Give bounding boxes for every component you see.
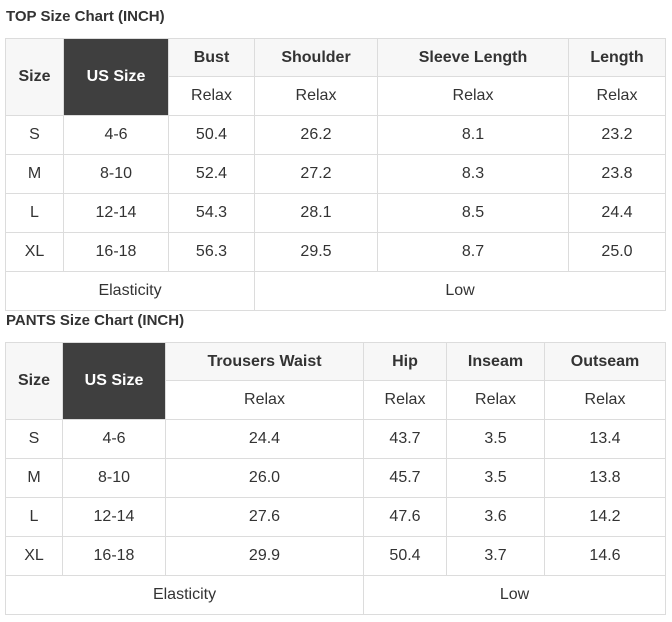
value-cell: 8.5 [377,193,569,233]
us-size-cell: 8-10 [63,154,169,194]
us-size-cell: 4-6 [63,115,169,155]
size-header: Size [5,38,64,116]
us-size-cell: 4-6 [62,419,166,459]
value-cell: 24.4 [568,193,666,233]
us-size-cell: 12-14 [63,193,169,233]
table-row: M 8-10 26.0 45.7 3.5 13.8 [5,458,666,498]
fit-label: Relax [544,380,666,420]
value-cell: 45.7 [363,458,447,498]
value-cell: 8.3 [377,154,569,194]
elasticity-value: Low [363,575,666,615]
table-row: L 12-14 54.3 28.1 8.5 24.4 [5,193,666,233]
elasticity-row: Elasticity Low [5,271,666,311]
value-cell: 13.4 [544,419,666,459]
value-cell: 3.7 [446,536,545,576]
value-cell: 54.3 [168,193,255,233]
elasticity-row: Elasticity Low [5,575,666,615]
fit-label: Relax [254,76,378,116]
value-cell: 29.5 [254,232,378,272]
value-cell: 47.6 [363,497,447,537]
value-cell: 50.4 [363,536,447,576]
fit-label: Relax [165,380,364,420]
size-cell: L [5,497,63,537]
value-cell: 26.2 [254,115,378,155]
value-cell: 43.7 [363,419,447,459]
top-size-table: Size US Size Bust Shoulder Sleeve Length… [5,38,666,311]
fit-label: Relax [363,380,447,420]
value-cell: 3.5 [446,458,545,498]
us-size-header: US Size [62,342,166,420]
us-size-cell: 16-18 [62,536,166,576]
column-header-sleeve-length: Sleeve Length [377,38,569,77]
pants-chart-title: PANTS Size Chart (INCH) [6,312,185,329]
value-cell: 8.1 [377,115,569,155]
column-header-bust: Bust [168,38,255,77]
top-chart-title: TOP Size Chart (INCH) [6,8,165,25]
column-header-length: Length [568,38,666,77]
value-cell: 50.4 [168,115,255,155]
size-cell: S [5,419,63,459]
us-size-cell: 16-18 [63,232,169,272]
column-header-inseam: Inseam [446,342,545,381]
value-cell: 14.2 [544,497,666,537]
size-cell: L [5,193,64,233]
pants-size-table: Size US Size Trousers Waist Hip Inseam O… [5,342,666,615]
table-row: S 4-6 24.4 43.7 3.5 13.4 [5,419,666,459]
value-cell: 23.8 [568,154,666,194]
column-header-outseam: Outseam [544,342,666,381]
value-cell: 13.8 [544,458,666,498]
column-header-trousers-waist: Trousers Waist [165,342,364,381]
size-header: Size [5,342,63,420]
size-cell: M [5,154,64,194]
value-cell: 23.2 [568,115,666,155]
table-row: XL 16-18 29.9 50.4 3.7 14.6 [5,536,666,576]
table-row: S 4-6 50.4 26.2 8.1 23.2 [5,115,666,155]
value-cell: 25.0 [568,232,666,272]
value-cell: 14.6 [544,536,666,576]
value-cell: 8.7 [377,232,569,272]
column-header-shoulder: Shoulder [254,38,378,77]
elasticity-value: Low [254,271,666,311]
value-cell: 24.4 [165,419,364,459]
column-header-hip: Hip [363,342,447,381]
size-cell: S [5,115,64,155]
value-cell: 3.5 [446,419,545,459]
size-cell: M [5,458,63,498]
value-cell: 29.9 [165,536,364,576]
value-cell: 26.0 [165,458,364,498]
value-cell: 52.4 [168,154,255,194]
fit-label: Relax [568,76,666,116]
value-cell: 28.1 [254,193,378,233]
table-row: L 12-14 27.6 47.6 3.6 14.2 [5,497,666,537]
value-cell: 27.6 [165,497,364,537]
elasticity-label: Elasticity [5,575,364,615]
value-cell: 3.6 [446,497,545,537]
us-size-cell: 12-14 [62,497,166,537]
value-cell: 27.2 [254,154,378,194]
us-size-header: US Size [63,38,169,116]
fit-label: Relax [446,380,545,420]
table-row: XL 16-18 56.3 29.5 8.7 25.0 [5,232,666,272]
elasticity-label: Elasticity [5,271,255,311]
size-cell: XL [5,536,63,576]
us-size-cell: 8-10 [62,458,166,498]
table-row: M 8-10 52.4 27.2 8.3 23.8 [5,154,666,194]
value-cell: 56.3 [168,232,255,272]
size-cell: XL [5,232,64,272]
fit-label: Relax [168,76,255,116]
fit-label: Relax [377,76,569,116]
